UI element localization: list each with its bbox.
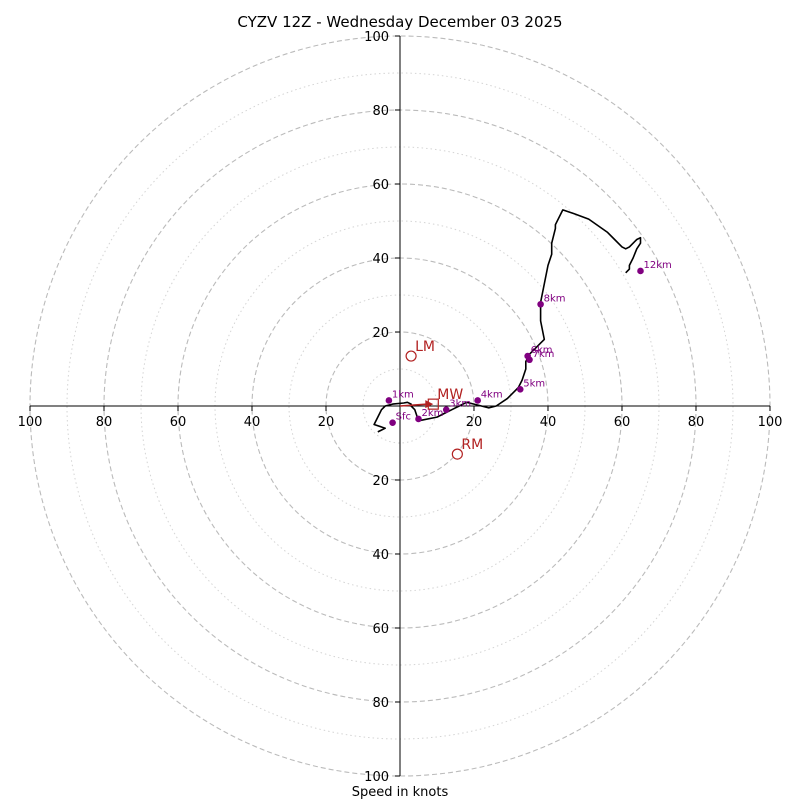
height-marker-4km: [474, 397, 482, 404]
tick-label-right: 80: [688, 415, 705, 430]
height-marker-label: Sfc: [396, 412, 411, 423]
tick-label-right: 40: [540, 415, 557, 430]
tick-label-up: 100: [364, 30, 389, 45]
tick-label-left: 80: [96, 415, 113, 430]
height-marker-sfc: [389, 419, 396, 426]
height-marker-label: 1km: [392, 389, 414, 400]
tick-label-right: 20: [466, 415, 483, 430]
height-marker-7km: [526, 356, 533, 364]
height-marker-label: 4km: [481, 389, 503, 400]
height-marker-label: 5km: [523, 378, 545, 389]
height-marker-label: 8km: [544, 293, 566, 304]
mean-wind-arrow-shaft: [399, 403, 427, 407]
tick-label-up: 80: [372, 104, 389, 119]
tick-label-right: 100: [758, 415, 783, 430]
height-marker-2km: [415, 415, 422, 423]
height-marker-12km: [637, 267, 644, 275]
storm-motion-rm-marker: [451, 448, 463, 460]
height-marker-3km: [442, 406, 450, 414]
chart-title: CYZV 12Z - Wednesday December 03 2025: [237, 13, 562, 31]
height-marker-5km: [516, 386, 524, 393]
storm-motion-markers: LM RM MW: [405, 339, 483, 460]
tick-label-up: 40: [372, 252, 389, 267]
tick-label-up: 60: [372, 178, 389, 193]
tick-label-down: 100: [364, 770, 389, 785]
storm-motion-lm-marker: [405, 350, 417, 362]
height-marker-label: 6km: [531, 345, 553, 356]
mean-wind-marker: [427, 398, 439, 410]
x-axis-label: Speed in knots: [352, 785, 449, 800]
tick-label-down: 40: [372, 548, 389, 563]
tick-label-left: 60: [170, 415, 187, 430]
mean-wind-arrow-head: [425, 400, 434, 409]
tick-label-down: 80: [372, 696, 389, 711]
storm-motion-label: LM: [415, 339, 435, 355]
tick-label-down: 60: [372, 622, 389, 637]
storm-motion-label: MW: [437, 387, 463, 403]
height-marker-label: 7km: [533, 349, 555, 360]
tick-label-left: 40: [244, 415, 261, 430]
height-marker-label: 3km: [449, 399, 471, 410]
axis-tick-labels: 20 20 20 20 40 40 40 40 60 60 60 60 80 80 80 80 100 100 10…: [18, 30, 783, 785]
hodograph-line: [373, 209, 642, 433]
tick-label-right: 60: [614, 415, 631, 430]
mean-wind-arrow: [399, 400, 434, 409]
height-marker-8km: [537, 300, 544, 308]
height-marker-label: 12km: [644, 260, 672, 271]
tick-label-down: 20: [372, 474, 389, 489]
height-marker-label: 2km: [422, 408, 444, 419]
tick-label-up: 20: [372, 326, 389, 341]
tick-label-left: 20: [318, 415, 335, 430]
storm-motion-label: RM: [461, 437, 483, 453]
tick-label-left: 100: [18, 415, 43, 430]
height-marker-1km: [385, 397, 393, 404]
hodograph-trace: [373, 209, 642, 433]
